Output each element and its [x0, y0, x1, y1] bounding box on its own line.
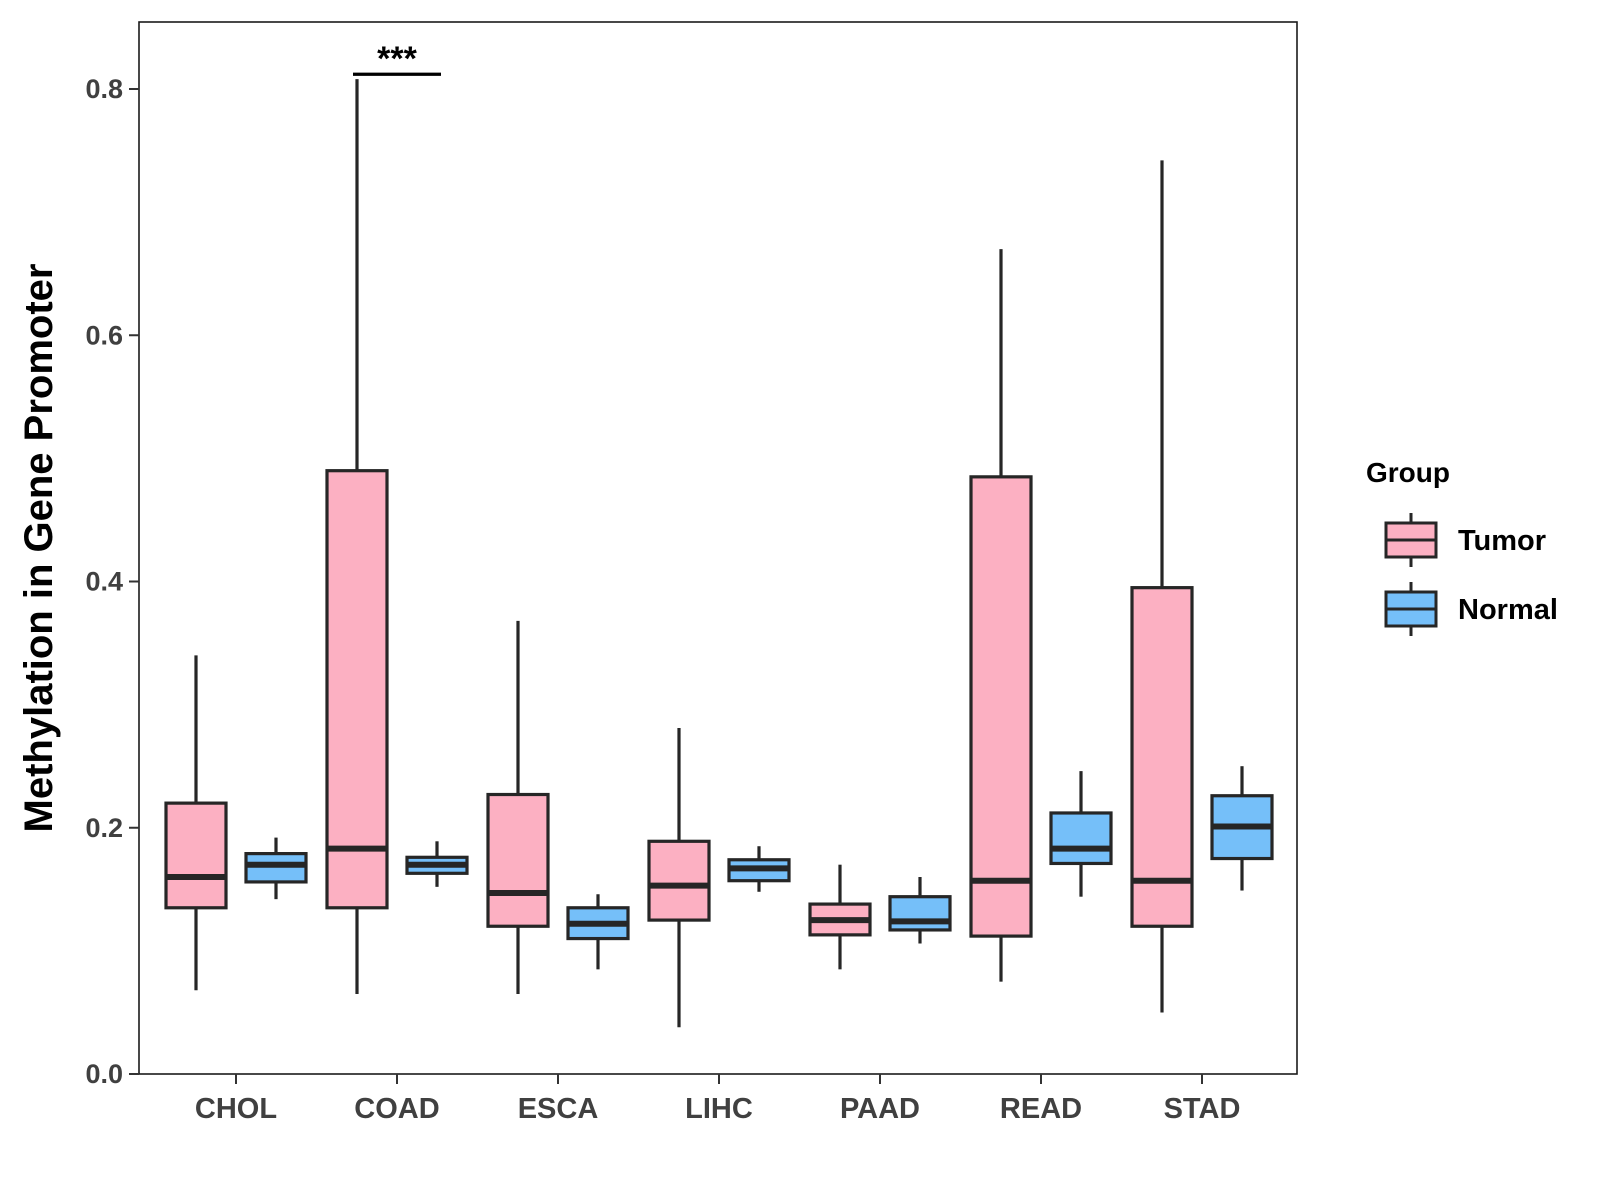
box-tumor-lihc [647, 728, 711, 1028]
y-axis-title: Methylation in Gene Promoter [17, 264, 61, 833]
box-normal-stad [1210, 766, 1274, 891]
x-tick-label: PAAD [840, 1093, 920, 1125]
box-normal-read [1049, 771, 1113, 897]
box-normal-esca [566, 894, 630, 970]
box-tumor-coad [325, 79, 389, 994]
box-body [969, 475, 1033, 938]
box-tumor-stad [1130, 160, 1194, 1013]
legend-label: Normal [1458, 594, 1558, 626]
box-normal-lihc [727, 846, 791, 892]
box-body [1130, 586, 1194, 928]
box-normal-coad [405, 841, 469, 887]
box-body [486, 792, 550, 928]
legend-title: Group [1366, 457, 1450, 488]
x-tick-label: STAD [1164, 1093, 1241, 1125]
legend: Group Tumor Normal [1366, 457, 1558, 636]
box-normal-chol [244, 837, 308, 900]
box-tumor-paad [808, 864, 872, 970]
box-tumor-read [969, 249, 1033, 982]
x-tick-label: READ [1000, 1093, 1082, 1125]
y-tick-label: 0.4 [85, 567, 123, 597]
box-tumor-chol [164, 655, 228, 991]
y-tick-label: 0.0 [85, 1059, 123, 1089]
x-axis: CHOL COAD ESCA LIHC PAAD READ STAD [195, 1074, 1240, 1125]
legend-item-normal: Normal [1384, 582, 1558, 636]
y-tick-label: 0.6 [85, 320, 123, 350]
x-tick-label: ESCA [518, 1093, 599, 1125]
x-tick-label: LIHC [685, 1093, 753, 1125]
x-tick-label: CHOL [195, 1093, 277, 1125]
legend-label: Tumor [1458, 525, 1546, 557]
box-body [164, 801, 228, 910]
box-tumor-esca [486, 620, 550, 994]
y-tick-label: 0.8 [85, 74, 123, 104]
box-body [325, 469, 389, 910]
significance-label: *** [377, 40, 417, 78]
plot-panel [138, 21, 1298, 1075]
y-tick-label: 0.2 [85, 813, 123, 843]
boxes-layer [164, 79, 1274, 1028]
x-tick-label: COAD [354, 1093, 439, 1125]
box-body [888, 895, 952, 932]
y-axis: 0.0 0.2 0.4 0.6 0.8 [85, 74, 139, 1089]
box-body [244, 852, 308, 884]
annotations-layer: *** [353, 40, 441, 78]
box-body [647, 839, 711, 922]
box-body [1049, 811, 1113, 866]
box-normal-paad [888, 877, 952, 944]
legend-item-tumor: Tumor [1384, 513, 1546, 567]
